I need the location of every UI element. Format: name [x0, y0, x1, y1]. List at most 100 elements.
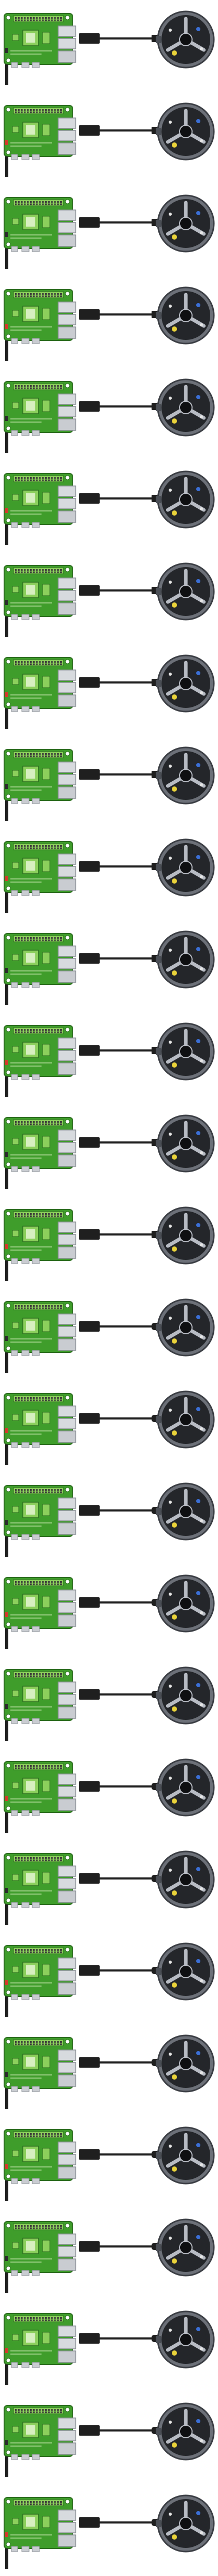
usb-cable-icon — [79, 953, 165, 964]
pmic-chip — [12, 1690, 19, 1697]
usb-port-stack — [58, 1681, 76, 1693]
mounting-hole — [6, 58, 11, 63]
ram-chip — [42, 676, 50, 688]
ram-chip — [42, 1320, 50, 1332]
usb-port-stack — [58, 1970, 76, 1981]
status-led — [5, 140, 8, 145]
gpio-pin — [30, 1857, 32, 1859]
usb-plug-board-side — [79, 1045, 100, 1056]
mounting-hole — [6, 2450, 11, 2455]
hdmi-port — [21, 1718, 30, 1724]
gpio-pin — [27, 753, 29, 755]
ribbon-cable — [5, 1904, 8, 1925]
gpio-pin — [33, 1215, 35, 1217]
gpio-pin — [57, 1121, 59, 1123]
round-camera-module-icon — [156, 1666, 215, 1725]
device-lens — [179, 1229, 193, 1242]
gpio-pin — [18, 1029, 20, 1031]
gpio-pin — [24, 2135, 26, 2137]
usb-port-stack — [58, 1142, 76, 1153]
hdmi-port — [21, 1442, 30, 1448]
gpio-pin — [39, 1489, 41, 1491]
gpio-pin — [27, 2317, 29, 2319]
gpio-pin — [33, 19, 35, 21]
diagram-panel — [4, 2310, 215, 2385]
gpio-pin — [24, 109, 26, 111]
diagram-panel — [4, 930, 215, 1005]
ethernet-port — [58, 50, 76, 63]
hdmi-port — [32, 1074, 40, 1080]
diagram-panel — [4, 1114, 215, 1189]
gpio-pin — [30, 385, 32, 387]
gpio-pin — [36, 755, 38, 757]
device-screw — [200, 1519, 203, 1522]
gpio-pin — [30, 1675, 32, 1677]
diagram-panel — [4, 654, 215, 729]
ethernet-port — [58, 1430, 76, 1443]
gpio-pin — [33, 1765, 35, 1767]
mounting-hole — [65, 2499, 70, 2504]
gpio-pin — [24, 847, 26, 849]
gpio-pin — [21, 1031, 23, 1033]
gpio-pin — [30, 1121, 32, 1123]
gpio-pin — [36, 939, 38, 941]
gpio-pin — [33, 1491, 35, 1493]
mounting-hole — [6, 886, 11, 891]
ethernet-port — [58, 1154, 76, 1167]
hdmi-port — [21, 1902, 30, 1908]
pmic-chip — [12, 2518, 19, 2525]
gpio-header — [13, 567, 64, 574]
gpio-pin — [42, 477, 44, 479]
diagram-panel — [4, 470, 215, 545]
hdmi-port — [32, 706, 40, 712]
gpio-pin — [27, 1859, 29, 1861]
gpio-pin — [54, 387, 56, 389]
gpio-pin — [30, 2135, 32, 2137]
usb-port-stack — [58, 25, 76, 37]
gpio-pin — [33, 109, 35, 111]
gpio-pin — [51, 755, 53, 757]
gpio-pin — [36, 109, 38, 111]
gpio-pin — [36, 1767, 38, 1769]
gpio-pin — [51, 1491, 53, 1493]
device-accent-led — [172, 1154, 177, 1160]
device-screw — [200, 875, 203, 878]
gpio-pin — [48, 2411, 50, 2413]
gpio-pin — [45, 2411, 47, 2413]
gpio-pin — [30, 2501, 32, 2503]
gpio-pin — [24, 2503, 26, 2505]
gpio-pin — [51, 17, 53, 19]
gpio-pin — [39, 479, 41, 481]
gpio-pin — [42, 569, 44, 571]
gpio-pin — [36, 1581, 38, 1583]
mounting-hole — [65, 1027, 70, 1032]
power-port — [11, 1166, 18, 1172]
gpio-pin — [24, 1213, 26, 1215]
gpio-pin — [57, 661, 59, 663]
gpio-header — [13, 1671, 64, 1678]
ram-chip — [42, 400, 50, 412]
gpio-pin — [39, 1031, 41, 1033]
gpio-pin — [30, 1583, 32, 1585]
device-lens — [179, 1321, 193, 1334]
gpio-pin — [18, 2317, 20, 2319]
gpio-pin — [33, 201, 35, 203]
gpio-pin — [30, 1399, 32, 1401]
ribbon-cable — [5, 156, 8, 177]
device-indicator — [196, 2327, 200, 2331]
device-screw — [169, 857, 172, 860]
device-screw — [200, 967, 203, 970]
usb-port-stack — [58, 1786, 76, 1797]
ribbon-cable — [5, 524, 8, 545]
gpio-pin — [51, 1767, 53, 1769]
gpio-pin — [27, 1489, 29, 1491]
gpio-pin — [33, 479, 35, 481]
usb-port-stack — [58, 682, 76, 693]
gpio-pin — [39, 111, 41, 113]
soc-chip — [22, 398, 39, 414]
device-screw — [169, 305, 172, 308]
gpio-pin — [48, 753, 50, 755]
gpio-pin — [21, 753, 23, 755]
gpio-pin — [18, 1399, 20, 1401]
gpio-pin — [54, 1307, 56, 1309]
